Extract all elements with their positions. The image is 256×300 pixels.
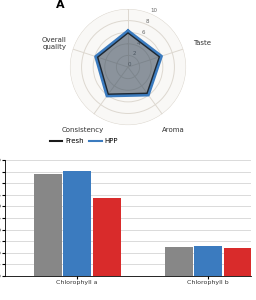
Legend: Fresh, HPP: Fresh, HPP [47, 136, 121, 147]
Bar [224, 248, 252, 276]
Bar [34, 174, 62, 276]
Bar [63, 171, 91, 276]
Bar [194, 246, 222, 276]
Bar [93, 197, 121, 276]
Text: A: A [56, 0, 65, 10]
Polygon shape [95, 31, 162, 96]
Polygon shape [97, 32, 160, 95]
Bar [165, 247, 193, 276]
